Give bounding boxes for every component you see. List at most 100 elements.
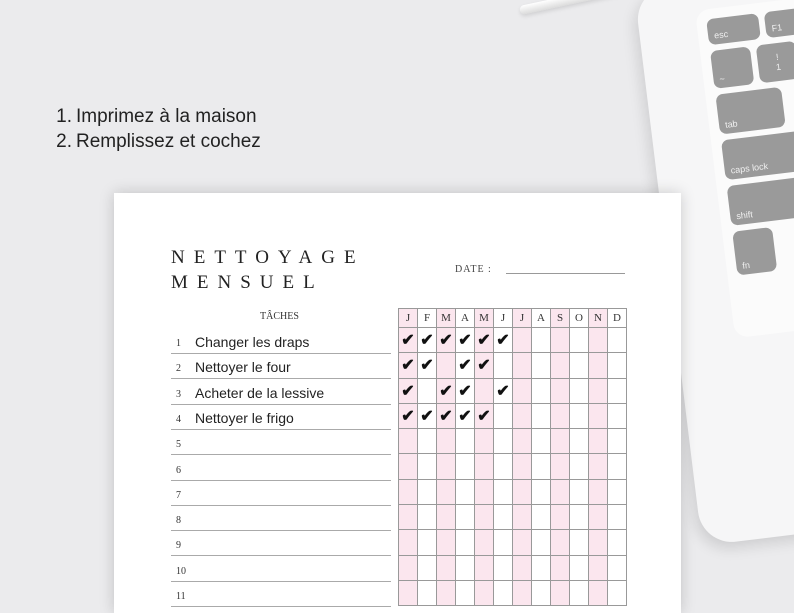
check-cell[interactable] xyxy=(418,429,437,455)
check-cell[interactable]: ✔ xyxy=(456,403,475,430)
check-cell[interactable] xyxy=(399,429,418,455)
check-cell[interactable] xyxy=(551,555,570,581)
check-cell[interactable] xyxy=(532,429,551,455)
check-cell[interactable] xyxy=(608,530,627,556)
check-cell[interactable]: ✔ xyxy=(456,328,475,354)
check-cell[interactable] xyxy=(418,479,437,506)
check-cell[interactable] xyxy=(494,505,513,531)
check-cell[interactable] xyxy=(551,454,570,480)
check-cell[interactable] xyxy=(608,328,627,354)
check-cell[interactable] xyxy=(475,555,494,581)
check-cell[interactable] xyxy=(513,454,532,480)
check-cell[interactable]: ✔ xyxy=(418,403,437,430)
check-cell[interactable] xyxy=(399,555,418,581)
check-cell[interactable]: ✔ xyxy=(399,353,418,379)
check-cell[interactable] xyxy=(418,530,437,556)
check-cell[interactable] xyxy=(532,403,551,430)
check-cell[interactable] xyxy=(551,353,570,379)
check-cell[interactable]: ✔ xyxy=(475,353,494,379)
check-cell[interactable] xyxy=(589,454,608,480)
check-cell[interactable] xyxy=(418,378,437,404)
check-cell[interactable] xyxy=(437,505,456,531)
check-cell[interactable] xyxy=(589,378,608,404)
check-cell[interactable]: ✔ xyxy=(437,328,456,354)
check-cell[interactable] xyxy=(532,454,551,480)
check-cell[interactable] xyxy=(437,580,456,607)
check-cell[interactable] xyxy=(551,505,570,531)
check-cell[interactable] xyxy=(570,353,589,379)
check-cell[interactable] xyxy=(475,530,494,556)
check-cell[interactable] xyxy=(418,555,437,581)
check-cell[interactable] xyxy=(608,403,627,430)
check-cell[interactable] xyxy=(437,530,456,556)
check-cell[interactable] xyxy=(570,479,589,506)
check-cell[interactable] xyxy=(513,353,532,379)
check-cell[interactable] xyxy=(513,505,532,531)
check-cell[interactable]: ✔ xyxy=(418,328,437,354)
check-cell[interactable] xyxy=(513,530,532,556)
check-cell[interactable] xyxy=(418,580,437,607)
check-cell[interactable] xyxy=(513,378,532,404)
check-cell[interactable] xyxy=(608,555,627,581)
check-cell[interactable] xyxy=(437,429,456,455)
check-cell[interactable] xyxy=(532,505,551,531)
check-cell[interactable]: ✔ xyxy=(494,328,513,354)
check-cell[interactable] xyxy=(570,403,589,430)
check-cell[interactable] xyxy=(532,555,551,581)
check-cell[interactable] xyxy=(570,328,589,354)
check-cell[interactable] xyxy=(532,530,551,556)
check-cell[interactable] xyxy=(589,429,608,455)
check-cell[interactable] xyxy=(570,580,589,607)
check-cell[interactable]: ✔ xyxy=(494,378,513,404)
check-cell[interactable] xyxy=(532,353,551,379)
check-cell[interactable] xyxy=(570,454,589,480)
check-cell[interactable]: ✔ xyxy=(418,353,437,379)
check-cell[interactable] xyxy=(570,378,589,404)
check-cell[interactable] xyxy=(494,530,513,556)
check-cell[interactable] xyxy=(475,580,494,607)
check-cell[interactable] xyxy=(570,505,589,531)
check-cell[interactable] xyxy=(399,580,418,607)
check-cell[interactable] xyxy=(456,580,475,607)
check-cell[interactable] xyxy=(551,328,570,354)
check-cell[interactable] xyxy=(494,454,513,480)
check-cell[interactable] xyxy=(551,403,570,430)
check-cell[interactable] xyxy=(437,479,456,506)
check-cell[interactable] xyxy=(551,530,570,556)
check-cell[interactable]: ✔ xyxy=(475,328,494,354)
check-cell[interactable] xyxy=(456,555,475,581)
check-cell[interactable] xyxy=(513,555,532,581)
check-cell[interactable]: ✔ xyxy=(456,378,475,404)
check-cell[interactable]: ✔ xyxy=(399,378,418,404)
check-cell[interactable]: ✔ xyxy=(437,378,456,404)
check-cell[interactable] xyxy=(475,429,494,455)
check-cell[interactable] xyxy=(513,403,532,430)
check-cell[interactable] xyxy=(456,479,475,506)
check-cell[interactable] xyxy=(494,555,513,581)
check-cell[interactable] xyxy=(551,429,570,455)
check-cell[interactable] xyxy=(608,429,627,455)
check-cell[interactable] xyxy=(494,479,513,506)
check-cell[interactable] xyxy=(437,555,456,581)
check-cell[interactable] xyxy=(551,378,570,404)
check-cell[interactable] xyxy=(532,580,551,607)
check-cell[interactable] xyxy=(570,555,589,581)
check-cell[interactable] xyxy=(608,505,627,531)
check-cell[interactable] xyxy=(551,479,570,506)
check-cell[interactable]: ✔ xyxy=(437,403,456,430)
check-cell[interactable]: ✔ xyxy=(475,403,494,430)
check-cell[interactable] xyxy=(475,505,494,531)
check-cell[interactable] xyxy=(589,479,608,506)
check-cell[interactable] xyxy=(456,505,475,531)
check-cell[interactable] xyxy=(570,429,589,455)
check-cell[interactable] xyxy=(551,580,570,607)
check-cell[interactable] xyxy=(399,479,418,506)
check-cell[interactable] xyxy=(532,479,551,506)
check-cell[interactable] xyxy=(589,403,608,430)
check-cell[interactable] xyxy=(418,454,437,480)
check-cell[interactable] xyxy=(494,580,513,607)
check-cell[interactable] xyxy=(589,580,608,607)
check-cell[interactable] xyxy=(608,479,627,506)
check-cell[interactable] xyxy=(608,353,627,379)
check-cell[interactable] xyxy=(494,403,513,430)
